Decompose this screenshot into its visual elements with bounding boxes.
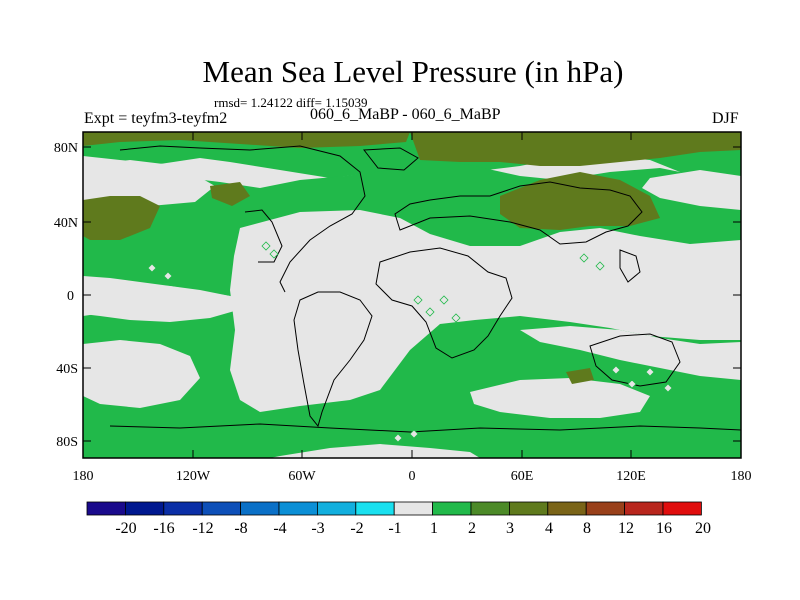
lon-label: 180 [731,469,752,484]
colorbar-box [508,501,549,516]
colorbar-box [662,501,702,516]
lon-label: 120W [176,469,211,484]
colorbar-box [547,501,587,516]
colorbar-label: 12 [618,520,634,537]
season-label: DJF [712,110,739,127]
run-subtitle: 060_6_MaBP - 060_6_MaBP [310,106,501,123]
colorbar-box [393,501,434,516]
mask-markers [147,241,673,443]
colorbar-box [585,501,626,516]
colorbar-label: 1 [430,520,438,537]
colorbar-labels: -20 -16 -12 -8 -4 -3 -2 -1 1 2 3 4 8 12 … [115,520,711,537]
colorbar-label: 4 [545,520,553,537]
lat-label: 40S [56,362,78,377]
colorbar-label: 16 [656,520,672,537]
colorbar-label: 3 [506,520,514,537]
colorbar-label: -3 [311,520,324,537]
lon-label: 0 [409,469,416,484]
colorbar-label: 8 [583,520,591,537]
colorbar-label: -8 [234,520,247,537]
plot-title: Mean Sea Level Pressure (in hPa) [202,54,624,89]
lat-label: 80S [56,435,78,450]
lat-label: 40N [54,216,78,231]
anomaly-regions-grey [83,160,741,458]
colorbar-box [355,501,395,516]
colorbar-label: -4 [273,520,286,537]
colorbar-box [278,501,318,516]
colorbar-box [86,501,126,516]
lon-label: 60W [288,469,316,484]
colorbar-box [163,501,203,516]
lon-label: 60E [511,469,534,484]
colorbar-box [432,501,472,516]
colorbar-box [470,501,510,516]
colorbar-label: -2 [350,520,363,537]
lat-label: 0 [67,289,74,304]
lat-label: 80N [54,141,78,156]
colorbar-label: -16 [153,520,174,537]
colorbar-box [125,501,165,516]
rmsd-diff-stats: rmsd= 1.24122 diff= 1.15039 [214,95,368,110]
colorbar-box [624,501,664,516]
coastlines [109,145,741,433]
colorbar-label: -1 [388,520,401,537]
colorbar-boxes [86,501,702,516]
anomaly-regions-olive [83,132,741,384]
lon-label: 120E [616,469,646,484]
colorbar-label: 2 [468,520,476,537]
colorbar-box [316,501,357,516]
colorbar-box [201,501,241,516]
axis-ticks [83,132,741,458]
colorbar-label: -12 [192,520,213,537]
colorbar-label: 20 [695,520,711,537]
colorbar-label: -20 [115,520,136,537]
lon-label: 180 [73,469,94,484]
colorbar-box [240,501,280,516]
experiment-label: Expt = teyfm3-teyfm2 [84,110,228,127]
